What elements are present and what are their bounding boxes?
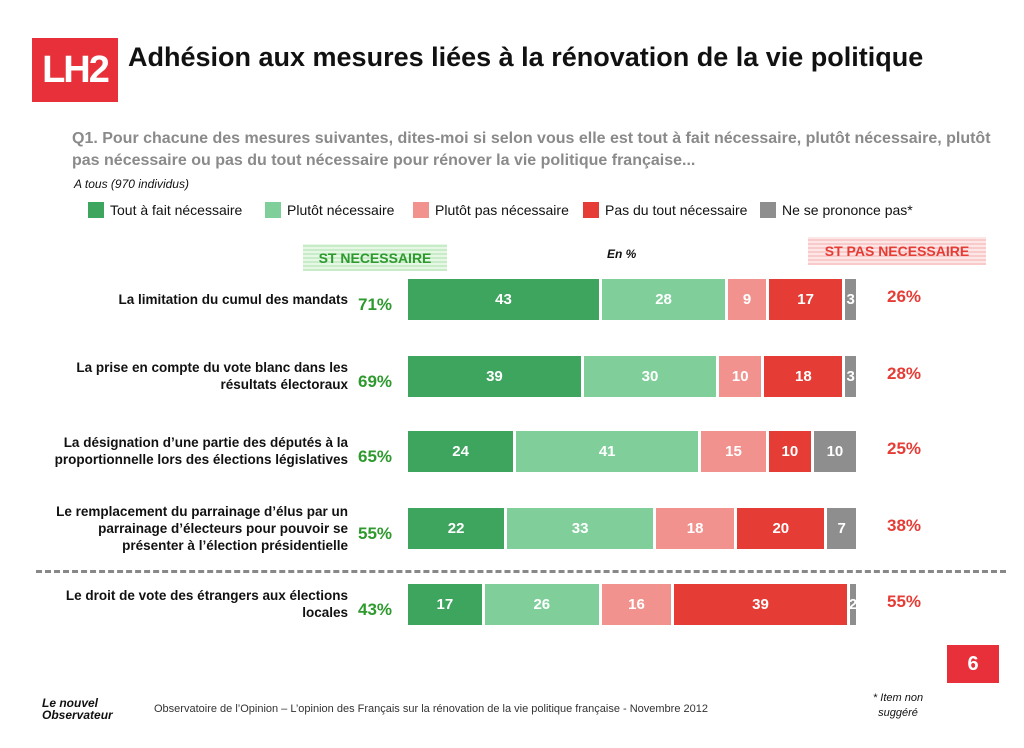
bar-segment: 43 xyxy=(408,278,599,320)
legend-item: Pas du tout nécessaire xyxy=(583,202,747,218)
legend-label: Ne se prononce pas* xyxy=(782,202,913,218)
bar-segment: 26 xyxy=(484,583,599,625)
legend-item: Tout à fait nécessaire xyxy=(88,202,242,218)
bar-segment: 7 xyxy=(827,507,856,549)
legend-label: Plutôt pas nécessaire xyxy=(435,202,569,218)
legend-swatch xyxy=(760,202,776,218)
footnote: * Item non suggéré xyxy=(872,692,924,719)
page-number: 6 xyxy=(947,645,999,683)
legend-swatch xyxy=(88,202,104,218)
summary-right-header: ST PAS NECESSAIRE xyxy=(808,237,986,265)
legend-item: Ne se prononce pas* xyxy=(760,202,913,218)
unit-note: En % xyxy=(607,247,637,261)
category-label: La prise en compte du vote blanc dans le… xyxy=(76,360,348,392)
legend-swatch xyxy=(413,202,429,218)
bar-segment: 10 xyxy=(768,430,811,472)
category-label: La désignation d’une partie des députés … xyxy=(54,435,348,467)
separator xyxy=(36,570,1006,573)
bar-segment: 10 xyxy=(719,355,762,397)
publisher-logo: Le nouvel Observateur xyxy=(42,696,113,722)
title: Adhésion aux mesures liées à la rénovati… xyxy=(128,42,924,72)
bar-segment: 39 xyxy=(408,355,581,397)
summary-left-value: 55% xyxy=(358,524,393,543)
subtitle: Q1. Pour chacune des mesures suivantes, … xyxy=(72,130,991,169)
bar-segment: 18 xyxy=(656,507,735,549)
bar-segment: 28 xyxy=(601,278,726,320)
summary-left-value: 71% xyxy=(358,295,393,314)
category-label: La limitation du cumul des mandats xyxy=(118,291,348,307)
summary-left-value: 43% xyxy=(358,600,393,619)
bar-segment: 9 xyxy=(728,278,766,320)
category-label: Le droit de vote des étrangers aux élect… xyxy=(65,588,348,620)
bar-segment: 22 xyxy=(408,507,505,549)
footer-source: Observatoire de l’Opinion – L’opinion de… xyxy=(154,703,708,715)
summary-right-value: 55% xyxy=(887,592,922,611)
legend-swatch xyxy=(265,202,281,218)
bar-segment: 15 xyxy=(701,430,766,472)
legend-label: Pas du tout nécessaire xyxy=(605,202,748,218)
base-note: A tous (970 individus) xyxy=(74,177,189,191)
legend-label: Plutôt nécessaire xyxy=(287,202,395,218)
summary-right-value: 38% xyxy=(887,516,922,535)
bar-segment: 3 xyxy=(845,278,856,320)
summary-left-value: 69% xyxy=(358,372,393,391)
bar-segment: 24 xyxy=(408,430,514,472)
bar-segment: 39 xyxy=(674,583,847,625)
bar-segment: 10 xyxy=(813,430,856,472)
bar-segment: 2 xyxy=(849,583,856,625)
legend-item: Plutôt nécessaire xyxy=(265,202,394,218)
legend-label: Tout à fait nécessaire xyxy=(110,202,243,218)
summary-right-value: 25% xyxy=(887,439,922,458)
bar-segment: 30 xyxy=(583,355,717,397)
summary-right-value: 28% xyxy=(887,364,922,383)
logo: LH2 xyxy=(32,38,118,102)
bar-segment: 33 xyxy=(507,507,654,549)
legend-item: Plutôt pas nécessaire xyxy=(413,202,569,218)
legend-swatch xyxy=(583,202,599,218)
bar-segment: 41 xyxy=(516,430,699,472)
bar-segment: 16 xyxy=(601,583,672,625)
bar-segment: 17 xyxy=(768,278,843,320)
summary-left-value: 65% xyxy=(358,447,393,466)
summary-right-value: 26% xyxy=(887,287,922,306)
bar-segment: 20 xyxy=(737,507,825,549)
bar-segment: 17 xyxy=(408,583,482,625)
summary-left-header: ST NECESSAIRE xyxy=(303,244,447,271)
bar-segment: 18 xyxy=(764,355,843,397)
category-label: Le remplacement du parrainage d’élus par… xyxy=(56,503,348,553)
bar-segment: 3 xyxy=(845,355,856,397)
